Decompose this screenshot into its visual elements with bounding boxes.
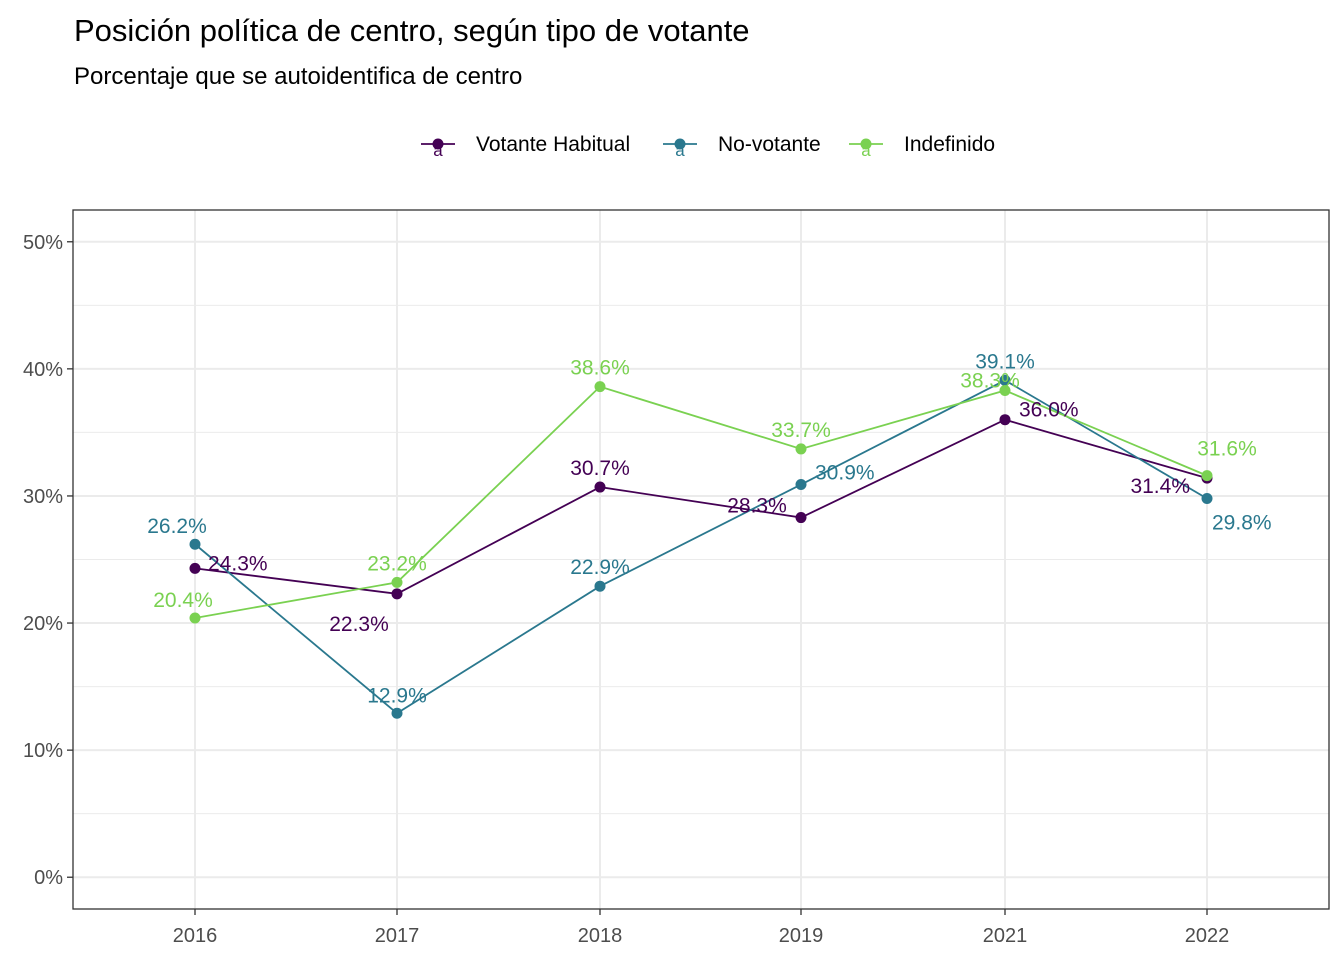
data-point: [1201, 492, 1213, 504]
x-tick-label: 2019: [779, 925, 824, 947]
y-tick-label: 30%: [23, 486, 63, 508]
x-tick-label: 2017: [375, 925, 420, 947]
data-label: 30.9%: [815, 462, 875, 485]
gridlines: [73, 210, 1329, 909]
data-label: 26.2%: [147, 515, 207, 538]
data-point: [999, 384, 1011, 396]
x-axis: 2016 2017 2018 2019 2021 2022: [173, 909, 1230, 947]
data-point: [795, 512, 807, 524]
data-label: 39.1%: [975, 350, 1035, 373]
data-point: [1201, 470, 1213, 482]
legend-point: [860, 138, 872, 150]
legend-point: [432, 138, 444, 150]
data-label: 38.3%: [960, 369, 1020, 392]
data-point: [189, 538, 201, 550]
legend-label: Indefinido: [904, 133, 995, 156]
x-tick-label: 2016: [173, 925, 218, 947]
x-tick-label: 2021: [983, 925, 1028, 947]
legend-glyph: a: [433, 141, 443, 160]
data-point: [391, 576, 403, 588]
legend-glyph: a: [861, 141, 871, 160]
data-label: 12.9%: [367, 684, 427, 707]
x-tick-label: 2018: [578, 925, 623, 947]
legend-item: a Indefinido: [849, 133, 995, 160]
y-tick-label: 50%: [23, 232, 63, 254]
legend-glyph: a: [675, 141, 685, 160]
plot-area: 24.3% 22.3% 30.7% 28.3% 36.0% 31.4% 26.2% 12.9%…: [72, 209, 1330, 910]
data-point: [189, 612, 201, 624]
data-point: [594, 481, 606, 493]
y-axis: 0% 10% 20% 30% 40% 50%: [23, 232, 73, 889]
y-tick-label: 10%: [23, 740, 63, 762]
data-label: 24.3%: [208, 552, 268, 575]
data-label: 30.7%: [570, 457, 630, 480]
legend-label: Votante Habitual: [476, 133, 630, 156]
data-point: [999, 374, 1011, 386]
series-line: [194, 418, 1208, 595]
y-tick-label: 40%: [23, 359, 63, 381]
data-label: 29.8%: [1212, 511, 1272, 534]
data-point: [594, 580, 606, 592]
data-point: [795, 443, 807, 455]
data-label: 22.9%: [570, 556, 630, 579]
legend: a Votante Habitual a No-votante a Indefinido: [421, 133, 995, 160]
data-label: 20.4%: [153, 589, 213, 612]
data-point: [594, 381, 606, 393]
series-layer: [189, 374, 1213, 719]
plot-border: [72, 209, 1330, 910]
data-point: [999, 414, 1011, 426]
series-indefinido: [189, 381, 1213, 624]
data-label: 36.0%: [1019, 399, 1079, 422]
legend-item: a No-votante: [663, 133, 821, 160]
chart-title: Posición política de centro, según tipo …: [74, 13, 750, 48]
series-no-votante: [189, 374, 1213, 719]
data-label: 23.2%: [367, 552, 427, 575]
x-tick-label: 2022: [1185, 925, 1230, 947]
legend-point: [674, 138, 686, 150]
y-tick-label: 0%: [34, 867, 63, 889]
data-label: 31.4%: [1130, 475, 1190, 498]
legend-label: No-votante: [718, 133, 821, 156]
data-labels: 24.3% 22.3% 30.7% 28.3% 36.0% 31.4% 26.2% 12.9%…: [147, 350, 1271, 707]
chart-subtitle: Porcentaje que se autoidentifica de cent…: [74, 63, 522, 90]
data-label: 22.3%: [329, 613, 389, 636]
data-point: [189, 562, 201, 574]
data-point: [795, 479, 807, 491]
series-line: [194, 379, 1208, 715]
data-label: 31.6%: [1197, 438, 1257, 461]
series-line: [194, 385, 1208, 619]
data-label: 28.3%: [727, 495, 787, 518]
y-tick-label: 20%: [23, 613, 63, 635]
data-point: [391, 588, 403, 600]
data-label: 33.7%: [771, 419, 831, 442]
data-label: 38.6%: [570, 357, 630, 380]
legend-item: a Votante Habitual: [421, 133, 630, 160]
data-point: [391, 707, 403, 719]
